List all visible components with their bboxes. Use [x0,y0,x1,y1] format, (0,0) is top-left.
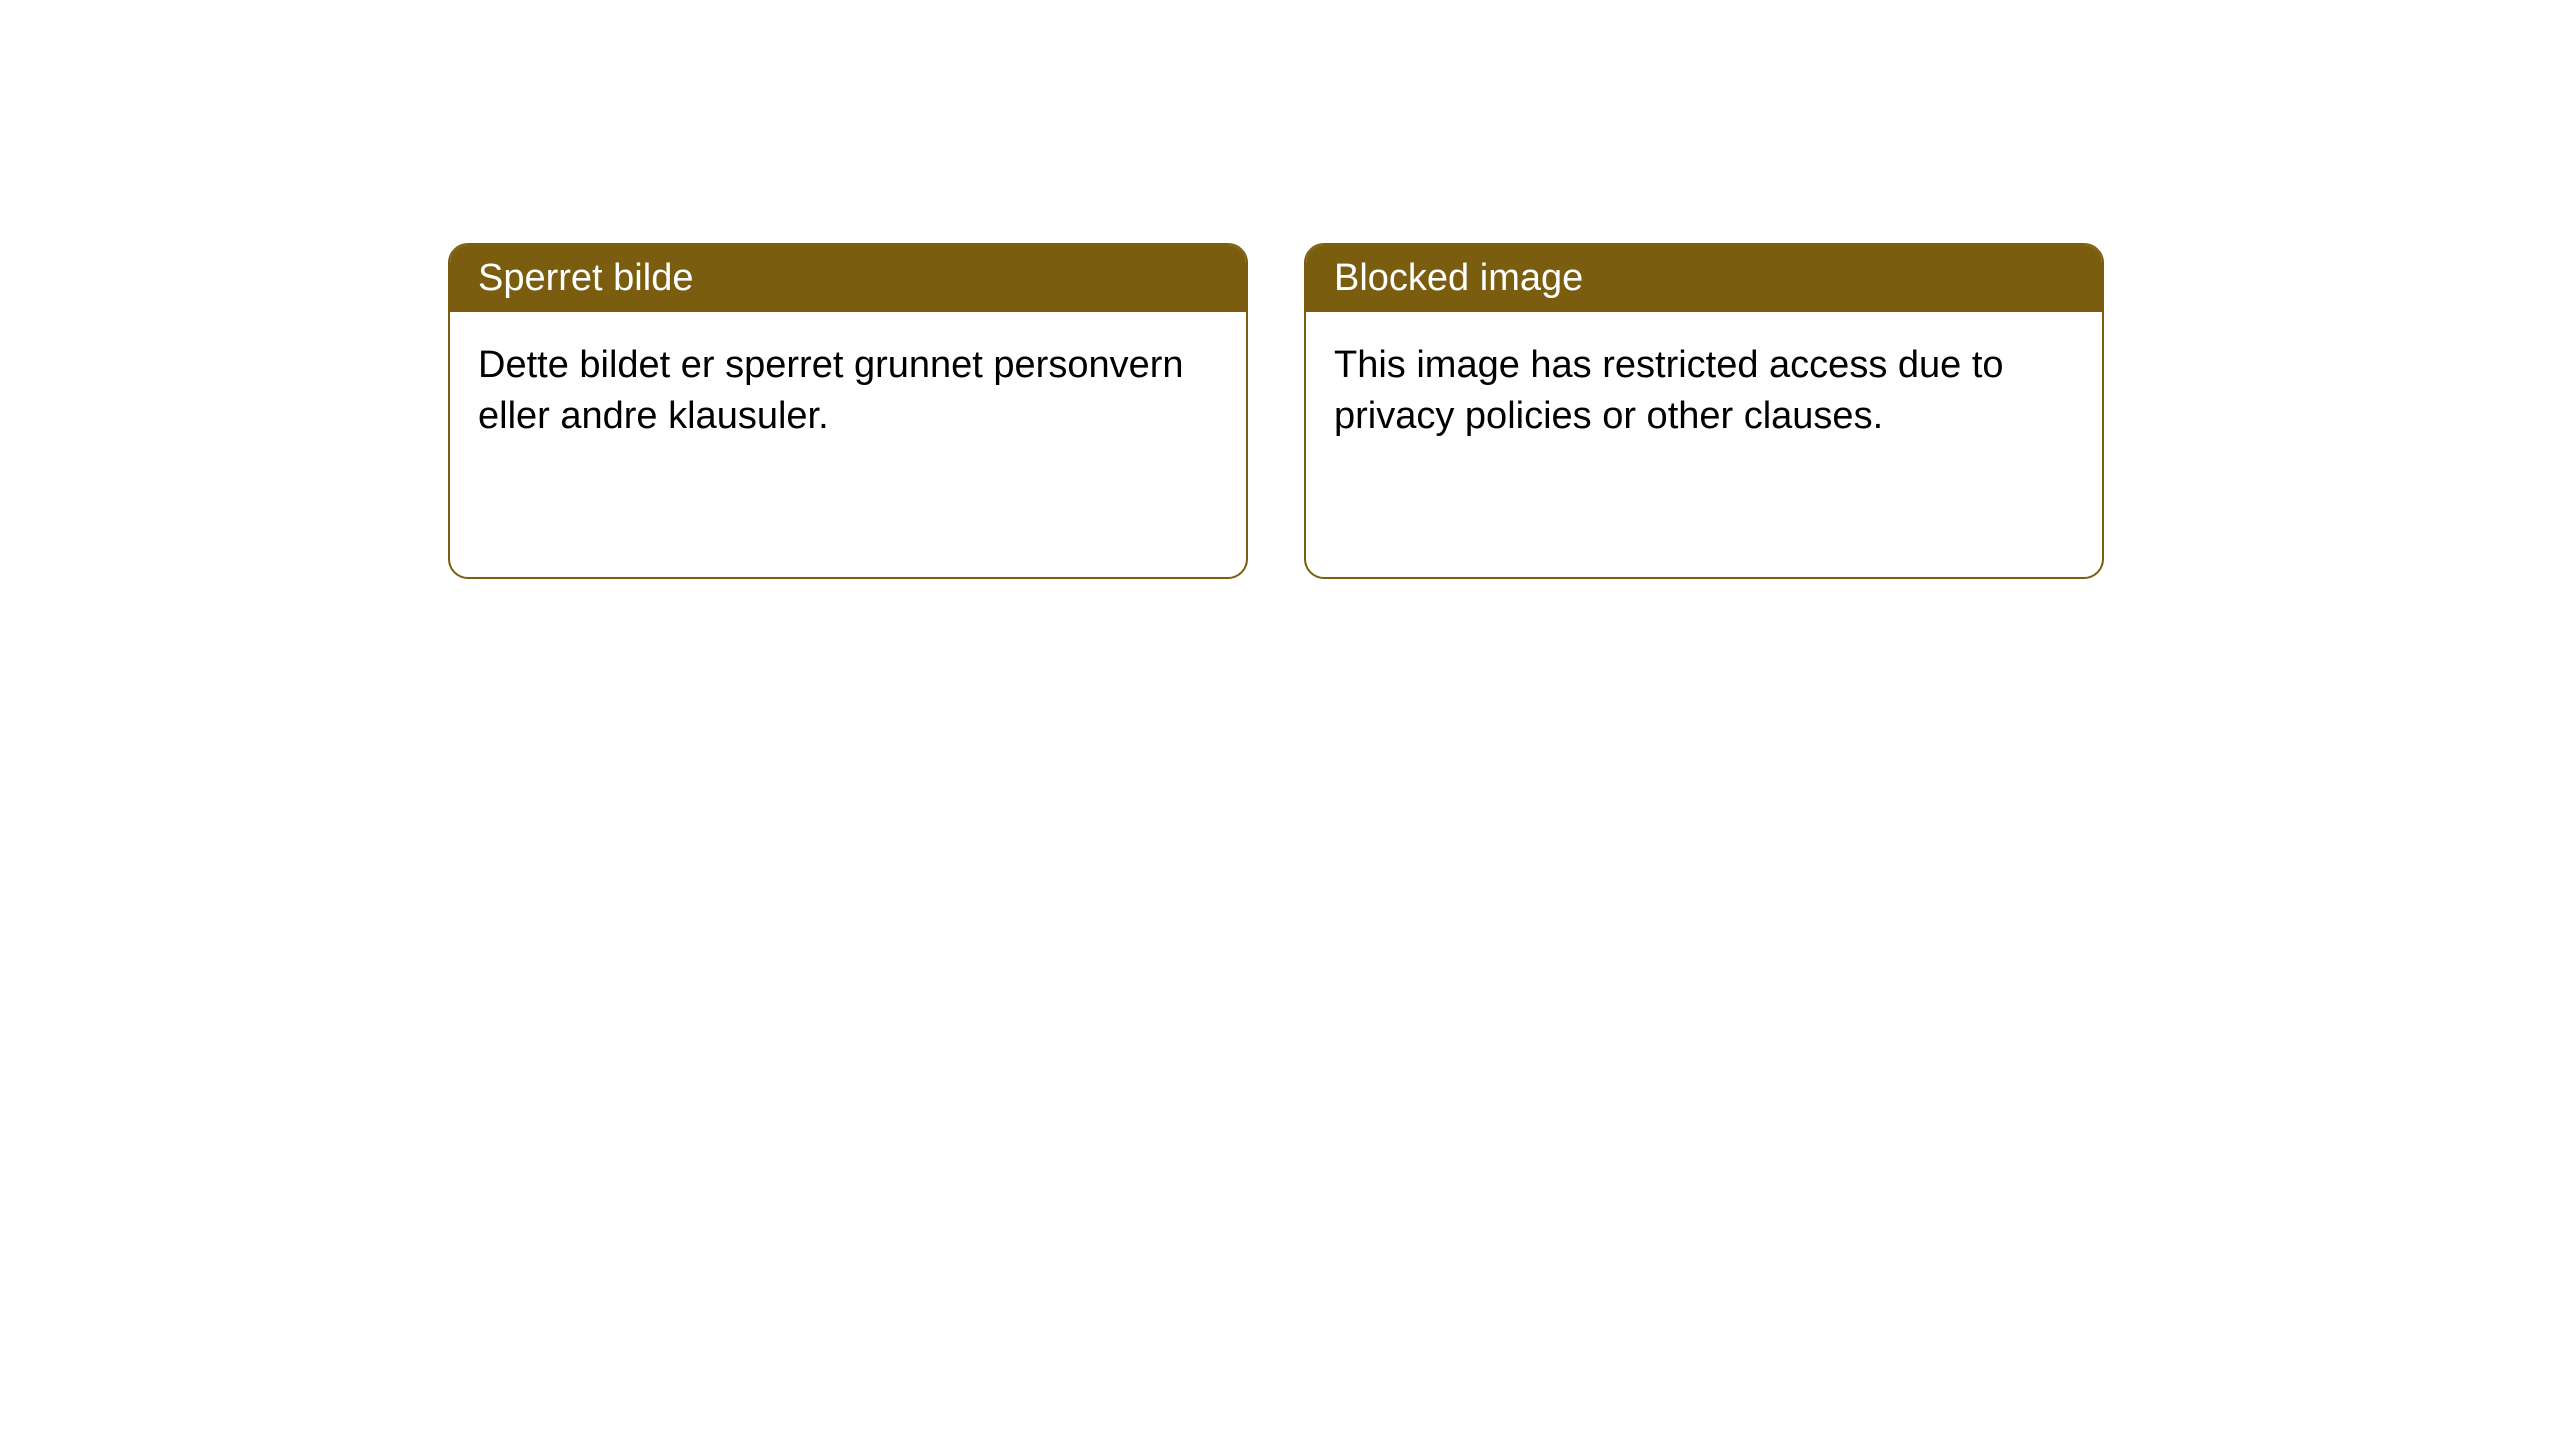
notice-card-english: Blocked image This image has restricted … [1304,243,2104,579]
notice-cards-container: Sperret bilde Dette bildet er sperret gr… [448,243,2104,579]
notice-card-header: Blocked image [1306,245,2102,312]
notice-card-body: Dette bildet er sperret grunnet personve… [450,312,1246,471]
notice-card-title: Sperret bilde [478,257,693,299]
notice-card-header: Sperret bilde [450,245,1246,312]
notice-card-norwegian: Sperret bilde Dette bildet er sperret gr… [448,243,1248,579]
notice-card-message: This image has restricted access due to … [1334,344,2004,437]
notice-card-message: Dette bildet er sperret grunnet personve… [478,344,1184,437]
notice-card-body: This image has restricted access due to … [1306,312,2102,471]
notice-card-title: Blocked image [1334,257,1583,299]
